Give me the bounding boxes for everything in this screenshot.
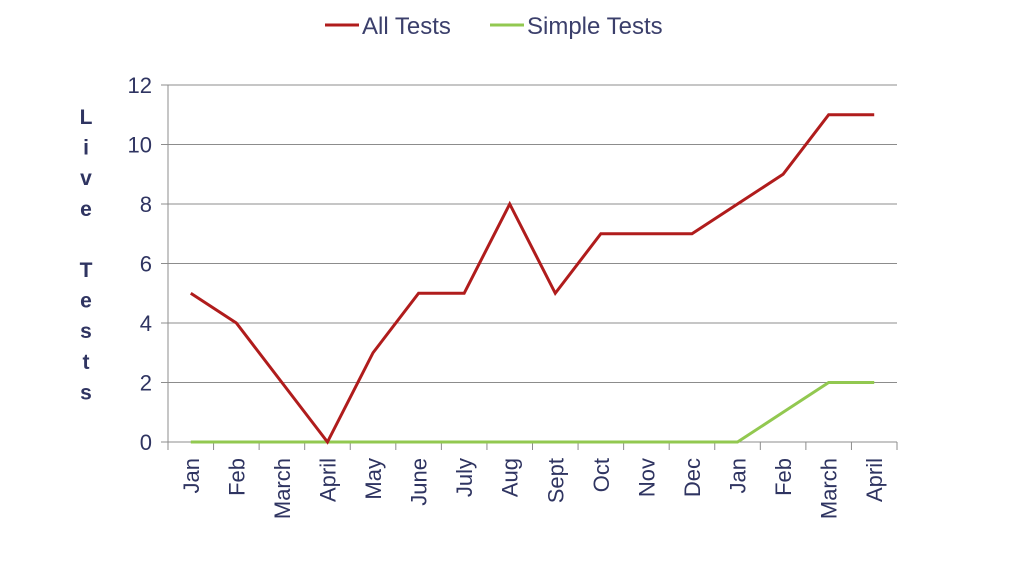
y-axis-label-char: e — [80, 290, 92, 313]
y-tick-label-10: 10 — [128, 133, 152, 158]
series-line-simple-tests — [190, 381, 875, 444]
x-tick-label-10: Oct — [589, 458, 614, 492]
x-tick-label-6: June — [407, 458, 432, 506]
x-tick-label-9: Sept — [543, 458, 568, 503]
series-lines — [189, 113, 875, 445]
x-tick-label-14: Feb — [771, 458, 796, 496]
x-tick-label-7: July — [452, 458, 477, 497]
y-axis-label-char: e — [80, 198, 92, 221]
x-tick-label-4: April — [315, 458, 340, 502]
series-line-all-tests — [189, 113, 875, 445]
y-tick-label-12: 12 — [128, 73, 152, 98]
y-axis-label-char: t — [83, 351, 90, 374]
legend-label-all-tests: All Tests — [362, 13, 451, 40]
y-axis-label-char: L — [80, 106, 93, 129]
y-axis-ticks: 0 2 4 6 8 10 12 — [128, 73, 152, 455]
grid-lines — [168, 84, 897, 383]
y-tick-label-6: 6 — [140, 252, 152, 277]
y-axis-label-char: T — [80, 259, 93, 282]
x-tick-label-3: March — [270, 458, 295, 519]
x-tick-label-13: Jan — [726, 458, 751, 493]
x-axis-ticks: Jan Feb March April May June July Aug Sept Oct Nov… — [179, 458, 887, 519]
y-axis-label-char: s — [80, 381, 92, 404]
x-tick-label-15: March — [817, 458, 842, 519]
y-axis-label-char: i — [83, 137, 89, 160]
x-tick-label-2: Feb — [224, 458, 249, 496]
y-tick-label-8: 8 — [140, 192, 152, 217]
x-tick-label-16: April — [862, 458, 887, 502]
x-tick-label-5: May — [361, 458, 386, 500]
x-tick-label-11: Nov — [634, 458, 659, 497]
chart-axes — [161, 84, 898, 450]
y-axis-label-char: s — [80, 320, 92, 343]
y-tick-label-0: 0 — [140, 430, 152, 455]
x-tick-label-8: Aug — [498, 458, 523, 497]
y-tick-label-4: 4 — [140, 311, 152, 336]
y-axis-label-char: v — [80, 167, 92, 190]
legend-label-simple-tests: Simple Tests — [527, 13, 663, 40]
y-tick-label-2: 2 — [140, 371, 152, 396]
chart-legend: All Tests Simple Tests — [325, 13, 663, 40]
x-tick-label-1: Jan — [179, 458, 204, 493]
x-tick-label-12: Dec — [680, 458, 705, 497]
